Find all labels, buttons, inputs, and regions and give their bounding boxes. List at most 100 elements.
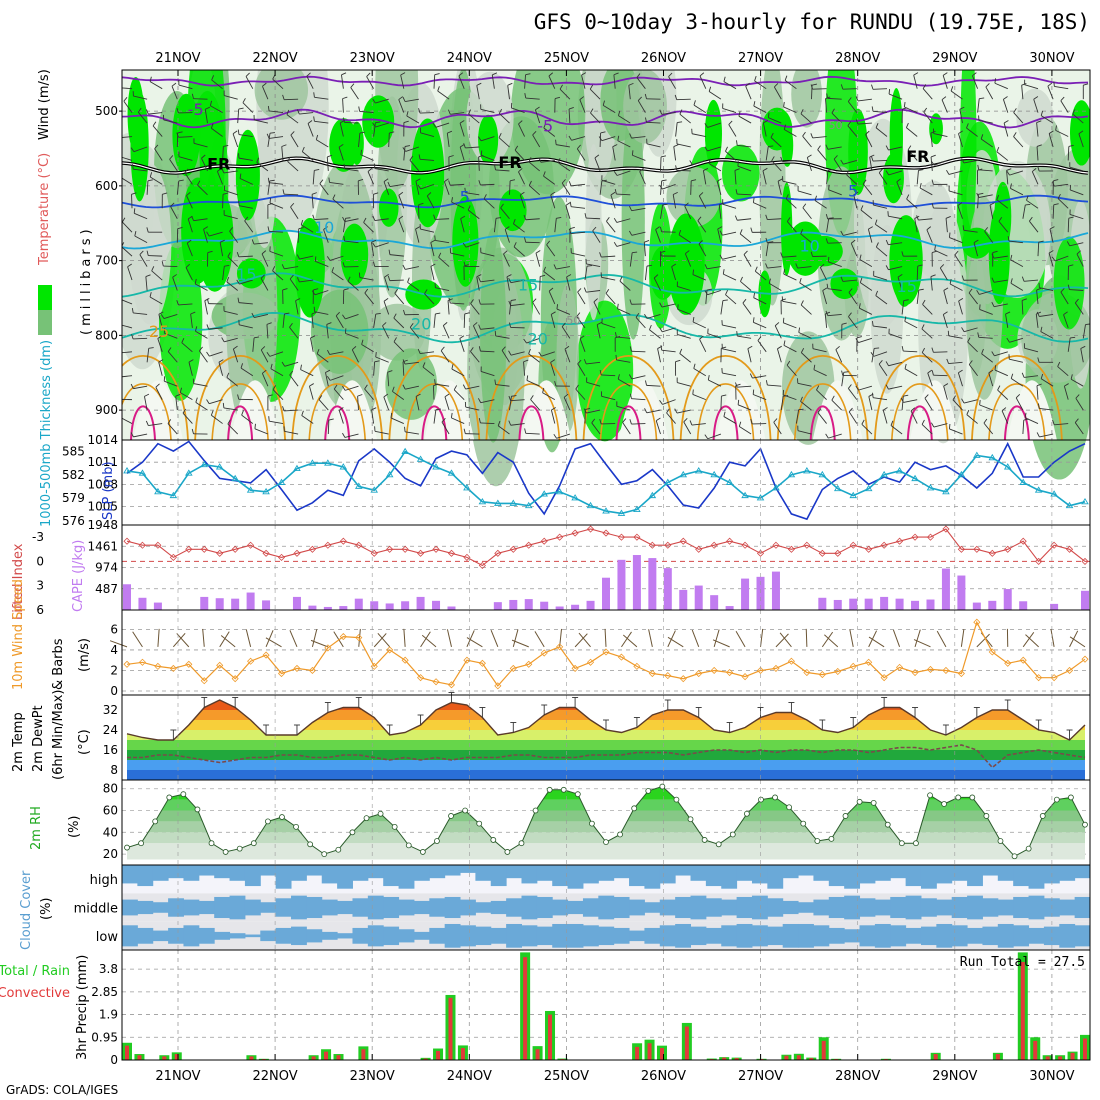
- rh-point: [701, 837, 708, 843]
- wind-barb: [848, 411, 858, 424]
- wind-barb: [842, 279, 857, 282]
- wind-barb: [754, 80, 767, 90]
- wind-barb-flag: [981, 348, 984, 354]
- boundary-layer-bubble: [424, 380, 475, 440]
- cloud-middle-cell: [874, 899, 891, 916]
- wind-barb-flag: [116, 372, 118, 377]
- temp-tick-label: 16: [103, 743, 118, 757]
- rh-point: [955, 794, 962, 801]
- wind-barb-flag: [451, 364, 454, 370]
- wind-barb: [151, 270, 163, 281]
- wind-barb: [554, 218, 557, 233]
- wind-barb-flag: [810, 84, 814, 90]
- wind-barb-flag: [885, 361, 889, 366]
- wind-barb-flag: [170, 202, 175, 207]
- rh-point: [715, 841, 722, 848]
- thickness-axis-label: 1000-500mb Thickness (dm): [39, 340, 54, 527]
- wind-barb: [606, 221, 616, 233]
- wind-barb: [901, 396, 904, 411]
- wind-barb-flag: [145, 274, 151, 277]
- wind-barb-flag: [1076, 250, 1081, 255]
- cape-bar: [246, 592, 255, 610]
- wind-barb-flag: [1021, 83, 1027, 86]
- wind-barb-flag: [178, 179, 184, 182]
- rh-point: [603, 839, 609, 846]
- precip-convective-bar: [821, 1040, 826, 1060]
- wind-barb-flag: [875, 290, 878, 296]
- wind-barb: [753, 105, 767, 114]
- wind-barb: [589, 88, 601, 100]
- wind-barb-flag: [459, 143, 465, 148]
- wind-barb: [171, 86, 178, 100]
- wind-barb-flag: [644, 314, 648, 319]
- wind-barb-10m: [976, 633, 990, 648]
- thickness-tick-label: 582: [62, 468, 85, 482]
- wind-barb: [480, 350, 495, 353]
- wind-barb-flag: [1068, 264, 1074, 267]
- wind-barb: [329, 255, 344, 261]
- wind-barb: [676, 98, 691, 101]
- cloud-low-cell: [874, 923, 891, 948]
- wind-barb: [888, 93, 903, 100]
- wind-barb-flag: [295, 298, 301, 302]
- wind-barb: [524, 74, 526, 89]
- wind-barb-flag: [848, 312, 852, 317]
- wind-barb: [769, 283, 782, 291]
- rh-shade-high: [892, 233, 916, 307]
- wind-barb-10m: [622, 634, 638, 648]
- wind-barb-flag: [579, 96, 585, 100]
- wind-barb: [1069, 289, 1084, 291]
- wind-barb-flag: [342, 385, 346, 391]
- cloud-middle-cell: [982, 898, 999, 917]
- wind-barb: [193, 218, 208, 222]
- wind-barb: [1022, 420, 1025, 435]
- wind-barb: [826, 218, 830, 233]
- wind-barb: [616, 242, 631, 247]
- thickness-point: [602, 507, 610, 514]
- wind-barb-flag: [931, 370, 934, 376]
- cloud-high-cell: [782, 865, 799, 879]
- wind-barb-flag: [398, 191, 404, 196]
- wind-barb: [1008, 240, 1023, 244]
- wind-barb: [707, 122, 722, 128]
- thickness-point: [478, 497, 487, 505]
- wind-barb: [812, 136, 827, 139]
- wind-barb-flag: [900, 397, 904, 403]
- wind-barb-flag: [659, 226, 663, 232]
- wind-barb-flag: [326, 376, 331, 381]
- wind-barb-flag: [372, 215, 376, 221]
- wind-barb: [857, 98, 872, 102]
- wind-barb-flag: [668, 72, 673, 77]
- wind-barb: [314, 120, 329, 124]
- wind-barb: [226, 376, 238, 387]
- lifted-index-point: [865, 545, 873, 553]
- cloud-middle-cell: [659, 899, 676, 916]
- wind-barb-flag: [470, 347, 474, 352]
- wind-barb: [513, 223, 525, 233]
- thickness-tick-label: 579: [62, 491, 85, 505]
- date-label-bottom: 23NOV: [350, 1069, 395, 1084]
- rh-point: [504, 849, 511, 855]
- cloud-low-cell: [659, 925, 676, 947]
- wind-barb-flag: [251, 312, 255, 318]
- precip-convective-bar: [809, 1058, 814, 1060]
- wind-barb-flag: [875, 122, 879, 128]
- wind-barb-flag: [659, 184, 663, 190]
- wind-barb: [942, 314, 948, 329]
- wind-barb: [329, 351, 344, 355]
- wind-barb: [949, 428, 963, 435]
- wind-barb: [384, 277, 390, 291]
- rh-point: [898, 840, 905, 847]
- wind-barb-flag: [770, 132, 774, 138]
- wind-barb-flag: [272, 266, 276, 271]
- cloud-middle-cell: [567, 900, 584, 915]
- wind-barb: [451, 368, 465, 377]
- wind-barb-flag: [605, 288, 610, 294]
- wind-barb-flag: [678, 230, 682, 236]
- wind-barb-flag: [994, 365, 997, 371]
- wind-barb-flag: [1064, 383, 1069, 387]
- wind-barb-flag: [207, 250, 213, 254]
- wind-barb-flag: [723, 76, 726, 82]
- wind-barb: [127, 266, 133, 281]
- wind-barb: [403, 146, 406, 161]
